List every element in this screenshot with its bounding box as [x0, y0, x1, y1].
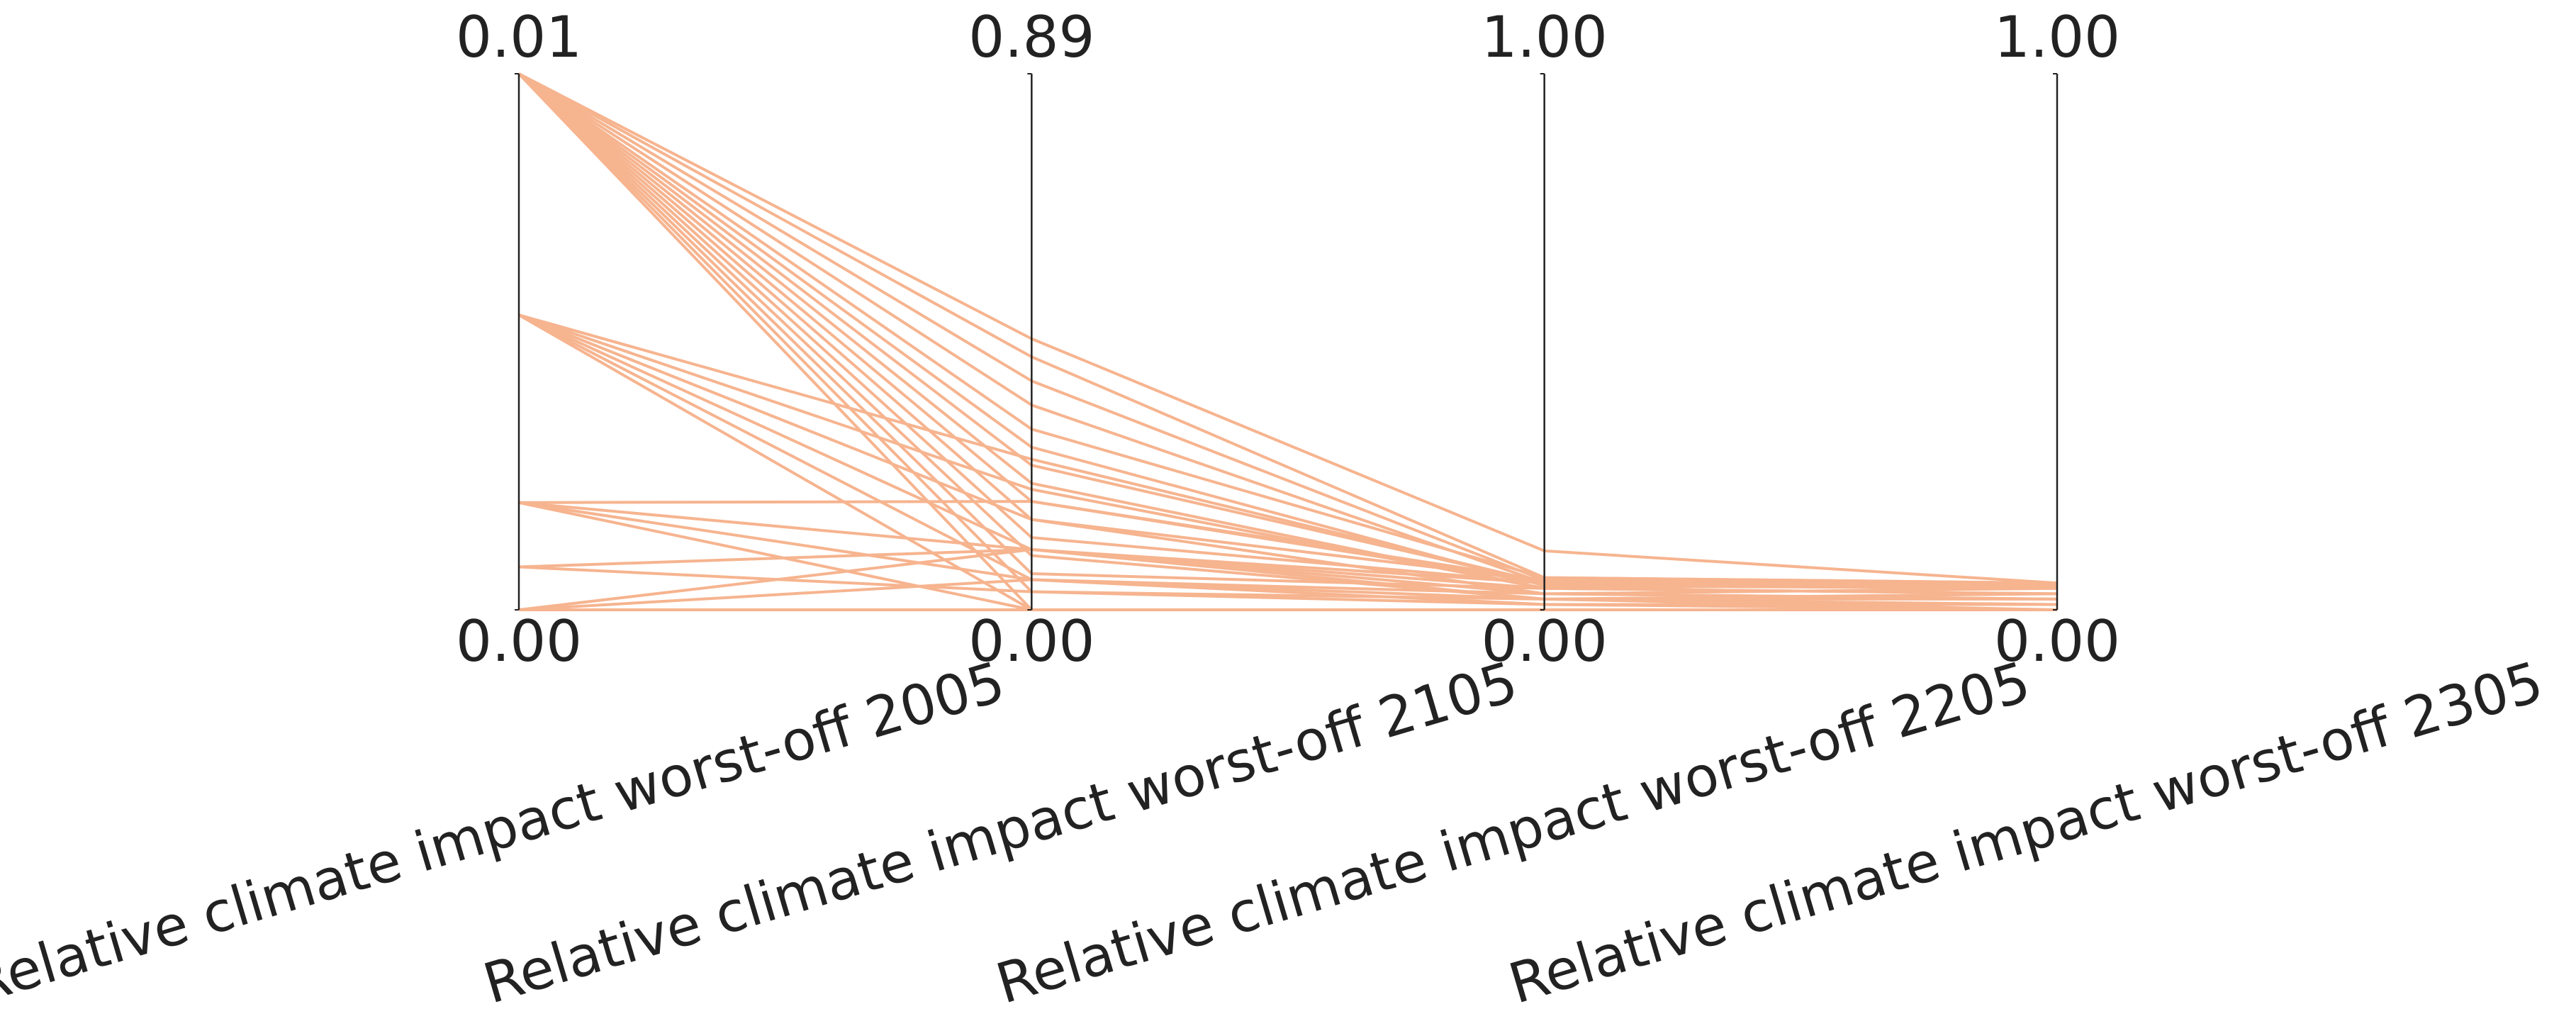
tick-label: 0.00 — [968, 608, 1094, 674]
data-line — [518, 578, 2058, 611]
tick-label: 0.00 — [1482, 608, 1608, 674]
tick-label: 0.00 — [1994, 608, 2120, 674]
data-line — [517, 72, 2058, 590]
data-line — [517, 72, 2058, 590]
data-line — [517, 72, 2058, 587]
tick-label: 0.01 — [456, 4, 582, 70]
data-line — [518, 313, 2058, 587]
data-line — [517, 72, 2058, 586]
data-line — [518, 548, 2058, 611]
data-line — [518, 313, 2057, 601]
data-line — [517, 72, 2058, 586]
tick-label: 0.00 — [456, 608, 582, 674]
data-line — [517, 72, 2057, 611]
data-line — [518, 313, 2058, 596]
data-line — [517, 72, 2058, 587]
data-line — [518, 72, 2058, 585]
data-line — [517, 72, 2057, 585]
data-line — [518, 72, 2058, 585]
data-line — [517, 72, 2058, 606]
data-line — [517, 72, 2058, 585]
data-line — [517, 72, 2058, 611]
tick-label: 1.00 — [1482, 4, 1608, 70]
tick-label: 0.89 — [968, 4, 1094, 70]
tick-label: 1.00 — [1994, 4, 2120, 70]
